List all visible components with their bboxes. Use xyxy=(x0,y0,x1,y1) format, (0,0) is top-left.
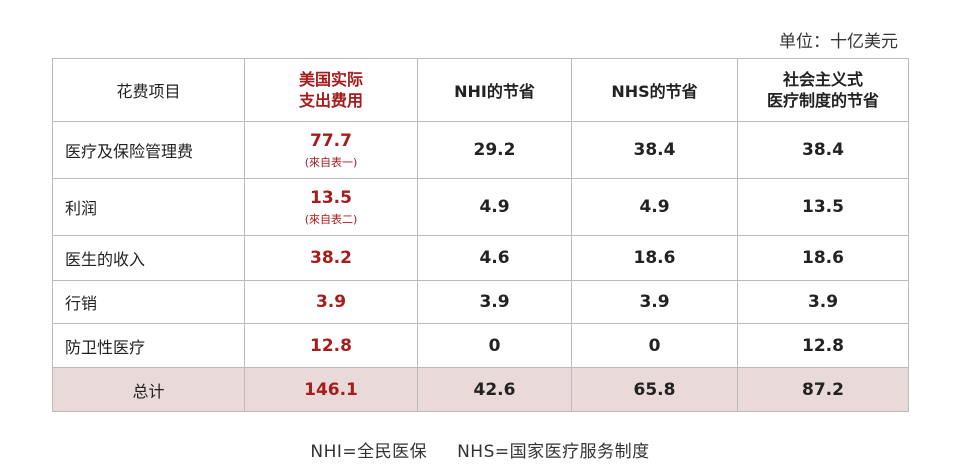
row-nhs-value: 18.6 xyxy=(571,235,738,281)
header-nhi: NHI的节省 xyxy=(417,58,572,122)
footnote: NHI=全民医保 NHS=国家医疗服务制度 xyxy=(0,437,960,462)
row-soc-value: 12.8 xyxy=(737,323,909,368)
row-us-value: 13.5 (來自表二) xyxy=(244,178,418,236)
footnote-nhs: NHS=国家医疗服务制度 xyxy=(457,442,650,462)
row-nhs-value: 4.9 xyxy=(571,178,738,236)
value: 13.5 xyxy=(310,187,352,208)
source-note: (來自表二) xyxy=(304,212,358,226)
row-us-value: 38.2 xyxy=(244,235,418,281)
row-nhi-value: 4.9 xyxy=(417,178,572,236)
header-socialist-line2: 医疗制度的节省 xyxy=(766,91,879,110)
row-item: 利润 xyxy=(52,178,245,236)
row-item: 防卫性医疗 xyxy=(52,323,245,368)
header-us-actual-line1: 美国实际 xyxy=(298,70,363,89)
table-row: 医生的收入 38.2 4.6 18.6 18.6 xyxy=(52,235,909,281)
row-nhs-value: 3.9 xyxy=(571,280,738,324)
total-label: 总计 xyxy=(52,367,245,412)
header-item: 花费项目 xyxy=(52,58,245,122)
total-nhs-value: 65.8 xyxy=(571,367,738,412)
row-nhs-value: 38.4 xyxy=(571,121,738,179)
row-item: 医生的收入 xyxy=(52,235,245,281)
value: 77.7 xyxy=(310,130,352,151)
header-socialist-line1: 社会主义式 xyxy=(782,70,863,89)
total-soc-value: 87.2 xyxy=(737,367,909,412)
row-soc-value: 38.4 xyxy=(737,121,909,179)
footnote-nhi: NHI=全民医保 xyxy=(310,442,428,462)
row-nhi-value: 3.9 xyxy=(417,280,572,324)
row-soc-value: 18.6 xyxy=(737,235,909,281)
header-us-actual-line2: 支出费用 xyxy=(298,91,363,110)
row-nhi-value: 4.6 xyxy=(417,235,572,281)
table-row: 医疗及保险管理费 77.7 (來自表一) 29.2 38.4 38.4 xyxy=(52,121,909,179)
row-nhi-value: 0 xyxy=(417,323,572,368)
unit-label: 单位：十亿美元 xyxy=(779,32,898,52)
row-us-value: 12.8 xyxy=(244,323,418,368)
table-row: 利润 13.5 (來自表二) 4.9 4.9 13.5 xyxy=(52,178,909,236)
header-socialist: 社会主义式 医疗制度的节省 xyxy=(737,58,909,122)
source-note: (來自表一) xyxy=(304,155,358,169)
row-nhs-value: 0 xyxy=(571,323,738,368)
row-soc-value: 13.5 xyxy=(737,178,909,236)
row-soc-value: 3.9 xyxy=(737,280,909,324)
table-row: 行销 3.9 3.9 3.9 3.9 xyxy=(52,280,909,324)
table-header-row: 花费项目 美国实际 支出费用 NHI的节省 NHS的节省 社会主义式 医疗制度的… xyxy=(52,58,909,122)
row-us-value: 3.9 xyxy=(244,280,418,324)
savings-table: 花费项目 美国实际 支出费用 NHI的节省 NHS的节省 社会主义式 医疗制度的… xyxy=(52,58,909,412)
table-row: 防卫性医疗 12.8 0 0 12.8 xyxy=(52,323,909,368)
header-us-actual: 美国实际 支出费用 xyxy=(244,58,418,122)
row-item: 医疗及保险管理费 xyxy=(52,121,245,179)
row-item: 行销 xyxy=(52,280,245,324)
total-row: 总计 146.1 42.6 65.8 87.2 xyxy=(52,367,909,412)
total-us-value: 146.1 xyxy=(244,367,418,412)
row-nhi-value: 29.2 xyxy=(417,121,572,179)
header-nhs: NHS的节省 xyxy=(571,58,738,122)
total-nhi-value: 42.6 xyxy=(417,367,572,412)
row-us-value: 77.7 (來自表一) xyxy=(244,121,418,179)
